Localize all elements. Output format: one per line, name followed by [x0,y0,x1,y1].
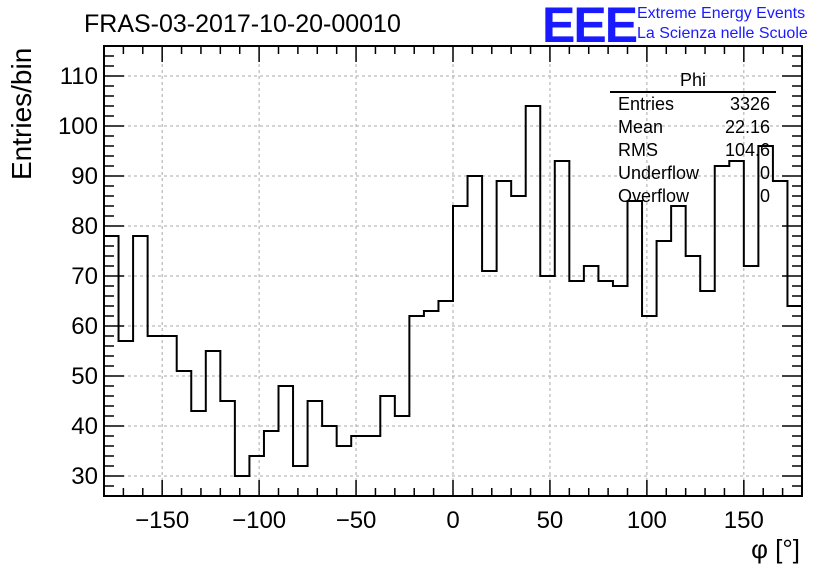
x-tick-label: −100 [232,507,286,534]
x-tick-label: −50 [336,507,377,534]
stats-row-entries: Entries 3326 [610,93,776,116]
x-axis-label: φ [°] [751,534,800,564]
logo-line-1: Extreme Energy Events [637,5,806,22]
stats-value: 0 [759,186,770,206]
x-tick-label: 150 [724,507,764,534]
stats-value: 3326 [729,94,770,114]
y-tick-label: 80 [71,213,98,240]
axis-ticks [103,45,803,497]
chart-title: FRAS-03-2017-10-20-00010 [84,10,401,38]
y-tick-label: 70 [71,263,98,290]
stats-key: Mean [618,117,664,137]
y-tick-label: 100 [58,113,98,140]
stats-value: 104.6 [724,140,770,160]
x-tick-label: 0 [446,507,459,534]
y-tick-label: 40 [71,413,98,440]
logo-line-2: La Scienza nelle Scuole [637,25,808,42]
stats-key: RMS [618,140,658,160]
x-tick-labels: −150 −100 −50 0 50 100 150 [135,507,764,534]
x-tick-label: 50 [537,507,564,534]
histogram-step-line [103,105,802,496]
y-tick-label: 110 [60,63,98,90]
stats-row-underflow: Underflow 0 [610,162,776,185]
stats-row-mean: Mean 22.16 [610,116,776,139]
y-tick-label: 50 [71,363,98,390]
stats-value: 22.16 [724,117,770,137]
eee-logo: EEE [542,0,638,53]
y-tick-label: 30 [71,463,98,490]
x-tick-label: 100 [627,507,667,534]
stats-row-rms: RMS 104.6 [610,139,776,162]
y-tick-label: 90 [71,163,98,190]
y-tick-label: 60 [71,313,98,340]
stats-row-overflow: Overflow 0 [610,185,776,208]
stats-key: Entries [618,94,675,114]
stats-value: 0 [759,163,770,183]
stats-key: Underflow [618,163,700,183]
stats-title: Phi [610,70,776,93]
y-tick-labels: 30 40 50 60 70 80 90 100 110 [58,63,98,490]
stats-key: Overflow [618,186,690,206]
stats-box: Phi Entries 3326 Mean 22.16 RMS 104.6 Un… [610,70,776,208]
y-axis-label: Entries/bin [6,47,37,180]
x-tick-label: −150 [135,507,189,534]
